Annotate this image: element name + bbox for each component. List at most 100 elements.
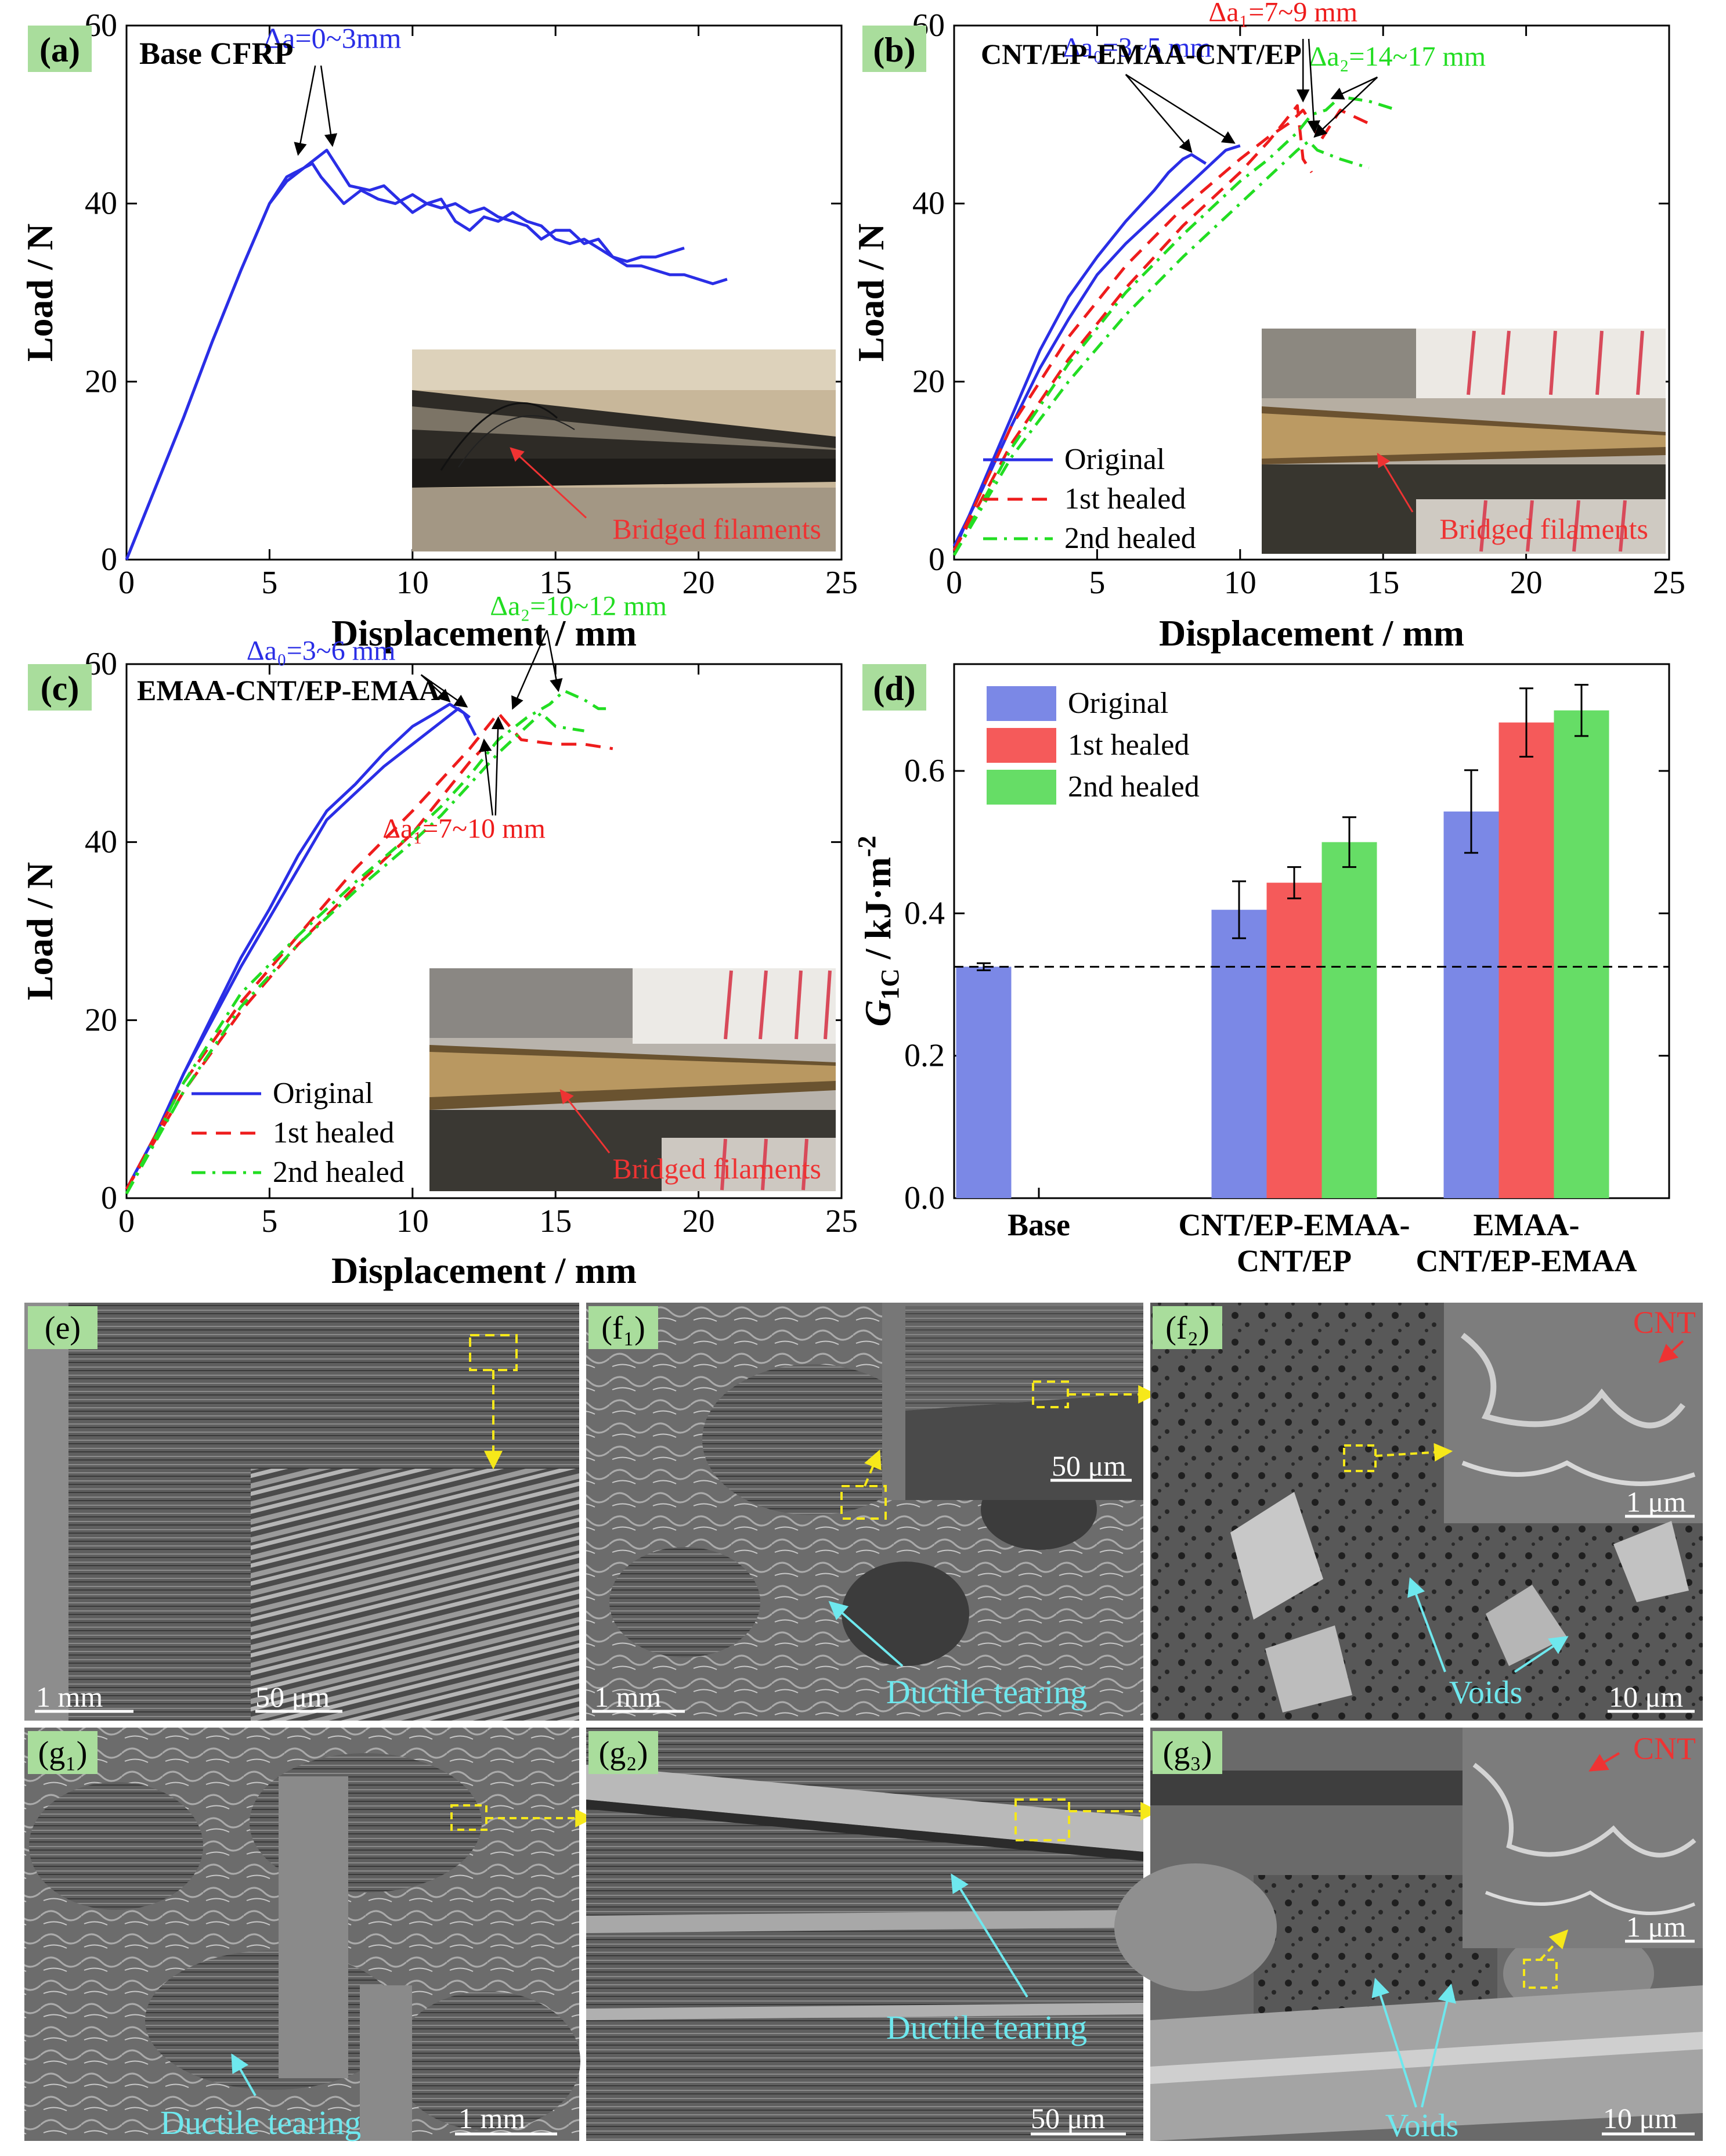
sem-g2-label: (g₂) <box>599 1735 648 1771</box>
chart-b-annotation-arrows <box>1125 38 1378 153</box>
sem-f1-label: (f₁) <box>601 1310 645 1346</box>
chart-d-category-labels: Base CNT/EP-EMAA-CNT/EP EMAA-CNT/EP-EMAA <box>1008 1207 1637 1278</box>
chart-b-annotation: Δa₂=14~17 mm <box>1309 41 1486 72</box>
d-bar-2nd-healed <box>1321 842 1377 1198</box>
d-ytick-label: 0.2 <box>904 1038 945 1074</box>
b-annotation-arrow <box>1330 76 1378 100</box>
chart-c-xticks: 0 5 10 15 20 25 <box>118 664 858 1239</box>
panel-label-b: (b) <box>873 31 915 69</box>
chart-b-inset-photo <box>1262 329 1666 554</box>
c-xtick-label: 20 <box>683 1203 715 1239</box>
chart-b-annotation: Δa₁=7~9 mm <box>1208 0 1357 27</box>
sem-g1-scale: 1 mm <box>458 2102 525 2135</box>
chart-d-plot <box>954 684 1669 1198</box>
sem-g2-annotation: Ductile tearing <box>886 2009 1087 2046</box>
d-legend-label: Original <box>1068 687 1168 720</box>
chart-b-xlabel: Displacement / mm <box>1159 612 1464 654</box>
chart-c-plot <box>125 689 613 1195</box>
chart-b-inset-caption: Bridged filaments <box>1439 513 1648 545</box>
chart-a-plot <box>125 149 728 560</box>
b-ytick-label: 0 <box>929 542 945 578</box>
d-bar-2nd-healed <box>1554 710 1609 1198</box>
a-xtick-label: 10 <box>396 565 429 601</box>
c-ytick-label: 0 <box>101 1180 117 1216</box>
d-category-label: CNT/EP-EMAA <box>1416 1243 1637 1278</box>
sem-f2-scale: 10 μm <box>1609 1681 1683 1713</box>
c-xtick-label: 15 <box>539 1203 572 1239</box>
d-ytick-label: 0.6 <box>904 753 945 789</box>
a-xtick-label: 0 <box>118 565 135 601</box>
sem-f2-inset-scale: 1 μm <box>1626 1486 1686 1518</box>
sem-f2-cnt-label: CNT <box>1633 1305 1696 1340</box>
b-xtick-label: 5 <box>1089 565 1105 601</box>
c-annotation-arrow <box>420 674 451 702</box>
b-legend-label: Original <box>1064 443 1165 476</box>
chart-a-inset-caption: Bridged filaments <box>612 513 821 545</box>
c-legend-label: 1st healed <box>273 1116 394 1149</box>
chart-c-annotation-arrows <box>420 630 563 816</box>
c-xtick-label: 10 <box>396 1203 429 1239</box>
chart-a-frame <box>125 24 843 561</box>
b-ytick-label: 40 <box>912 186 945 222</box>
d-legend-label: 1st healed <box>1068 729 1189 762</box>
b-xtick-label: 25 <box>1653 565 1685 601</box>
chart-b-title: CNT/EP-EMAA-CNT/EP <box>981 38 1302 70</box>
panel-label-bg <box>862 664 926 711</box>
sem-f2-label: (f₂) <box>1165 1310 1209 1346</box>
panel-label-a: (a) <box>39 31 80 69</box>
d-bar-original <box>956 967 1012 1198</box>
sem-g3-scale: 10 μm <box>1603 2102 1677 2135</box>
c-xtick-label: 25 <box>825 1203 858 1239</box>
sem-f1-annotation: Ductile tearing <box>886 1673 1087 1711</box>
chart-c-inset-caption: Bridged filaments <box>612 1152 821 1185</box>
d-category-label: CNT/EP-EMAA- <box>1179 1207 1410 1242</box>
chart-c-ylabel: Load / N <box>19 862 60 1000</box>
chart-c-annotation: Δa₂=10~12 mm <box>490 591 667 622</box>
sem-panel-f2: Voids CNT (f₂) 10 μm 1 μm <box>1150 1303 1703 1721</box>
a-series-curve-line <box>125 162 685 560</box>
b-series-2nd-healed-line <box>952 139 1370 556</box>
d-legend-swatch <box>987 728 1056 763</box>
chart-d-ylabel: G1C / kJ·m-2 <box>853 836 904 1027</box>
c-annotation-arrow <box>420 674 468 708</box>
b-xtick-label: 0 <box>946 565 962 601</box>
d-category-label: CNT/EP <box>1237 1243 1352 1278</box>
chart-a-annotation-arrow <box>294 65 316 156</box>
sem-e-inset-scale: 50 μm <box>255 1681 330 1713</box>
chart-a-inset-photo <box>412 349 836 551</box>
a-ytick-label: 40 <box>85 186 117 222</box>
d-bar-original <box>1211 910 1267 1198</box>
sem-g3-inset-scale: 1 μm <box>1626 1910 1686 1943</box>
chart-c-frame <box>125 663 843 1199</box>
chart-b-inset-arrow <box>1377 452 1414 513</box>
b-xtick-label: 15 <box>1367 565 1399 601</box>
c-ytick-label: 20 <box>85 1002 117 1038</box>
a-ytick-label: 0 <box>101 542 117 578</box>
panel-label-bg <box>862 26 926 72</box>
sem-panel-f1: Ductile tearing (f₁) 1 mm 50 μm <box>586 1303 1157 1721</box>
panel-label-d: (d) <box>873 669 915 708</box>
a-xtick-label: 25 <box>825 565 858 601</box>
d-category-label: EMAA- <box>1474 1207 1580 1242</box>
chart-d-yticks: 0.0 0.2 0.4 0.6 <box>904 753 1669 1216</box>
a-xtick-label: 20 <box>683 565 715 601</box>
a-series-curve-line <box>125 149 728 560</box>
sem-panel-g2: Ductile tearing (g₂) 50 μm <box>586 1728 1160 2141</box>
sem-e-scale: 1 mm <box>36 1681 103 1713</box>
chart-c-title: EMAA-CNT/EP-EMAA <box>137 674 440 706</box>
chart-a-annotation: Δa=0~3mm <box>263 21 401 54</box>
chart-a-title: Base CFRP <box>139 36 293 71</box>
chart-b-annotation: Δa₀=3~5 mm <box>1063 33 1212 63</box>
c-annotation-arrow <box>546 630 563 693</box>
sem-g1-annotation: Ductile tearing <box>160 2104 361 2141</box>
d-bar-1st-healed <box>1498 722 1554 1198</box>
sem-g3-annotation: Voids <box>1385 2108 1459 2144</box>
b-series-original-line <box>952 153 1207 551</box>
sem-g1-label: (g₁) <box>38 1735 88 1771</box>
chart-a-inset-arrow <box>510 447 587 519</box>
b-legend-label: 2nd healed <box>1064 522 1196 555</box>
